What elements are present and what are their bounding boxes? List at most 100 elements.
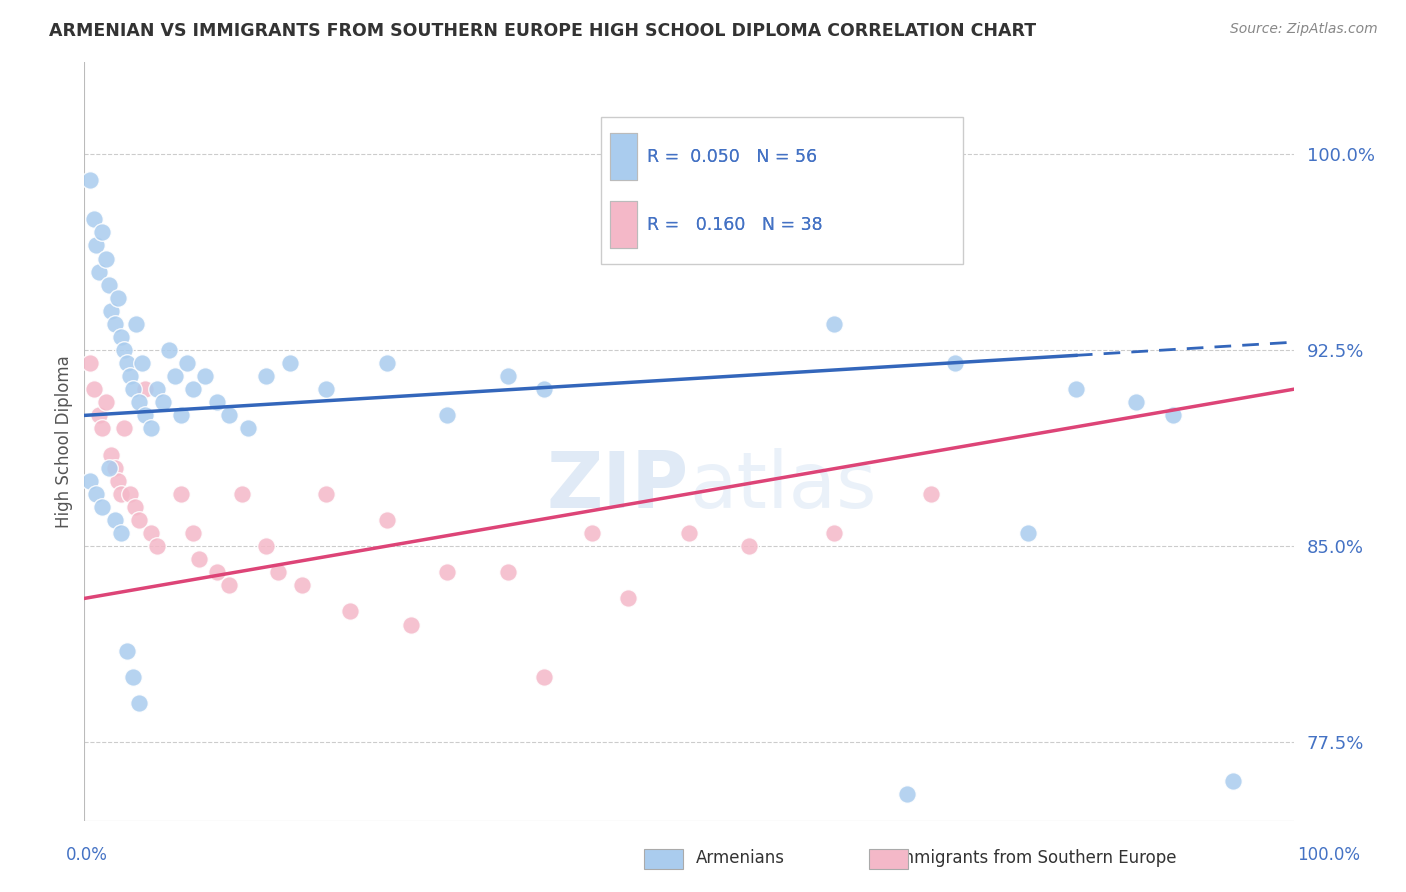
Point <box>134 409 156 423</box>
Text: atlas: atlas <box>689 448 876 524</box>
Point <box>139 526 162 541</box>
Bar <box>600 118 963 264</box>
Point <box>104 513 127 527</box>
Point <box>94 395 117 409</box>
Point <box>152 395 174 409</box>
Point <box>110 526 132 541</box>
Point <box>399 617 422 632</box>
Point <box>104 460 127 475</box>
Point <box>139 421 162 435</box>
Point <box>165 369 187 384</box>
Point <box>207 566 229 580</box>
Point <box>436 566 458 580</box>
Point <box>115 356 138 370</box>
Point <box>254 539 277 553</box>
Point <box>131 356 153 370</box>
Point <box>1125 395 1147 409</box>
Point <box>146 382 169 396</box>
Point <box>176 356 198 370</box>
Text: R =  0.050   N = 56: R = 0.050 N = 56 <box>647 147 817 166</box>
Point <box>1064 382 1087 396</box>
Point <box>181 526 204 541</box>
Point <box>94 252 117 266</box>
Point <box>315 487 337 501</box>
Point <box>104 317 127 331</box>
Point <box>943 356 966 370</box>
Point <box>128 696 150 710</box>
Point <box>110 487 132 501</box>
Point <box>231 487 253 501</box>
Point <box>533 670 555 684</box>
Point <box>120 487 142 501</box>
Point <box>107 291 129 305</box>
Point <box>1017 526 1039 541</box>
Point <box>91 421 114 435</box>
Text: R =   0.160   N = 38: R = 0.160 N = 38 <box>647 216 823 234</box>
Point <box>278 356 301 370</box>
Point <box>79 474 101 488</box>
Point <box>79 356 101 370</box>
Point <box>86 487 108 501</box>
Point <box>1161 409 1184 423</box>
Point <box>97 277 120 292</box>
Point <box>97 460 120 475</box>
Point <box>112 343 135 357</box>
Point <box>254 369 277 384</box>
Point <box>157 343 180 357</box>
Point <box>218 578 240 592</box>
Text: ARMENIAN VS IMMIGRANTS FROM SOUTHERN EUROPE HIGH SCHOOL DIPLOMA CORRELATION CHAR: ARMENIAN VS IMMIGRANTS FROM SOUTHERN EUR… <box>49 22 1036 40</box>
Point <box>107 474 129 488</box>
Text: R =  0.050   N = 56: R = 0.050 N = 56 <box>647 147 817 166</box>
Point <box>436 409 458 423</box>
Point <box>87 264 110 278</box>
Point <box>100 303 122 318</box>
Point <box>120 369 142 384</box>
Bar <box>610 201 637 248</box>
Point <box>125 317 148 331</box>
Bar <box>610 133 637 180</box>
Text: 100.0%: 100.0% <box>1298 846 1360 863</box>
Point <box>678 526 700 541</box>
Text: Source: ZipAtlas.com: Source: ZipAtlas.com <box>1230 22 1378 37</box>
Point <box>79 173 101 187</box>
Point <box>100 448 122 462</box>
Point <box>194 369 217 384</box>
Point <box>617 591 640 606</box>
Text: 0.0%: 0.0% <box>66 846 108 863</box>
Point <box>581 526 603 541</box>
Point <box>83 212 105 227</box>
Point <box>91 500 114 514</box>
Point <box>236 421 259 435</box>
Point <box>86 238 108 252</box>
Point <box>91 226 114 240</box>
Text: Immigrants from Southern Europe: Immigrants from Southern Europe <box>893 849 1177 867</box>
Point <box>110 330 132 344</box>
Point <box>128 513 150 527</box>
Point <box>128 395 150 409</box>
Point <box>1222 774 1244 789</box>
Point <box>291 578 314 592</box>
Point <box>496 566 519 580</box>
Point <box>188 552 211 566</box>
Point <box>339 605 361 619</box>
Point <box>533 382 555 396</box>
Point <box>87 409 110 423</box>
Point <box>134 382 156 396</box>
Point <box>112 421 135 435</box>
Point <box>267 566 290 580</box>
Point <box>375 513 398 527</box>
Point <box>920 487 942 501</box>
Point <box>738 539 761 553</box>
Point <box>124 500 146 514</box>
Point <box>146 539 169 553</box>
Point <box>823 526 845 541</box>
Bar <box>610 133 637 180</box>
Text: ZIP: ZIP <box>547 448 689 524</box>
Bar <box>610 201 637 248</box>
Point <box>121 670 143 684</box>
Point <box>218 409 240 423</box>
Point <box>315 382 337 396</box>
Point <box>181 382 204 396</box>
Point <box>115 643 138 657</box>
Text: R =   0.160   N = 38: R = 0.160 N = 38 <box>647 216 823 234</box>
